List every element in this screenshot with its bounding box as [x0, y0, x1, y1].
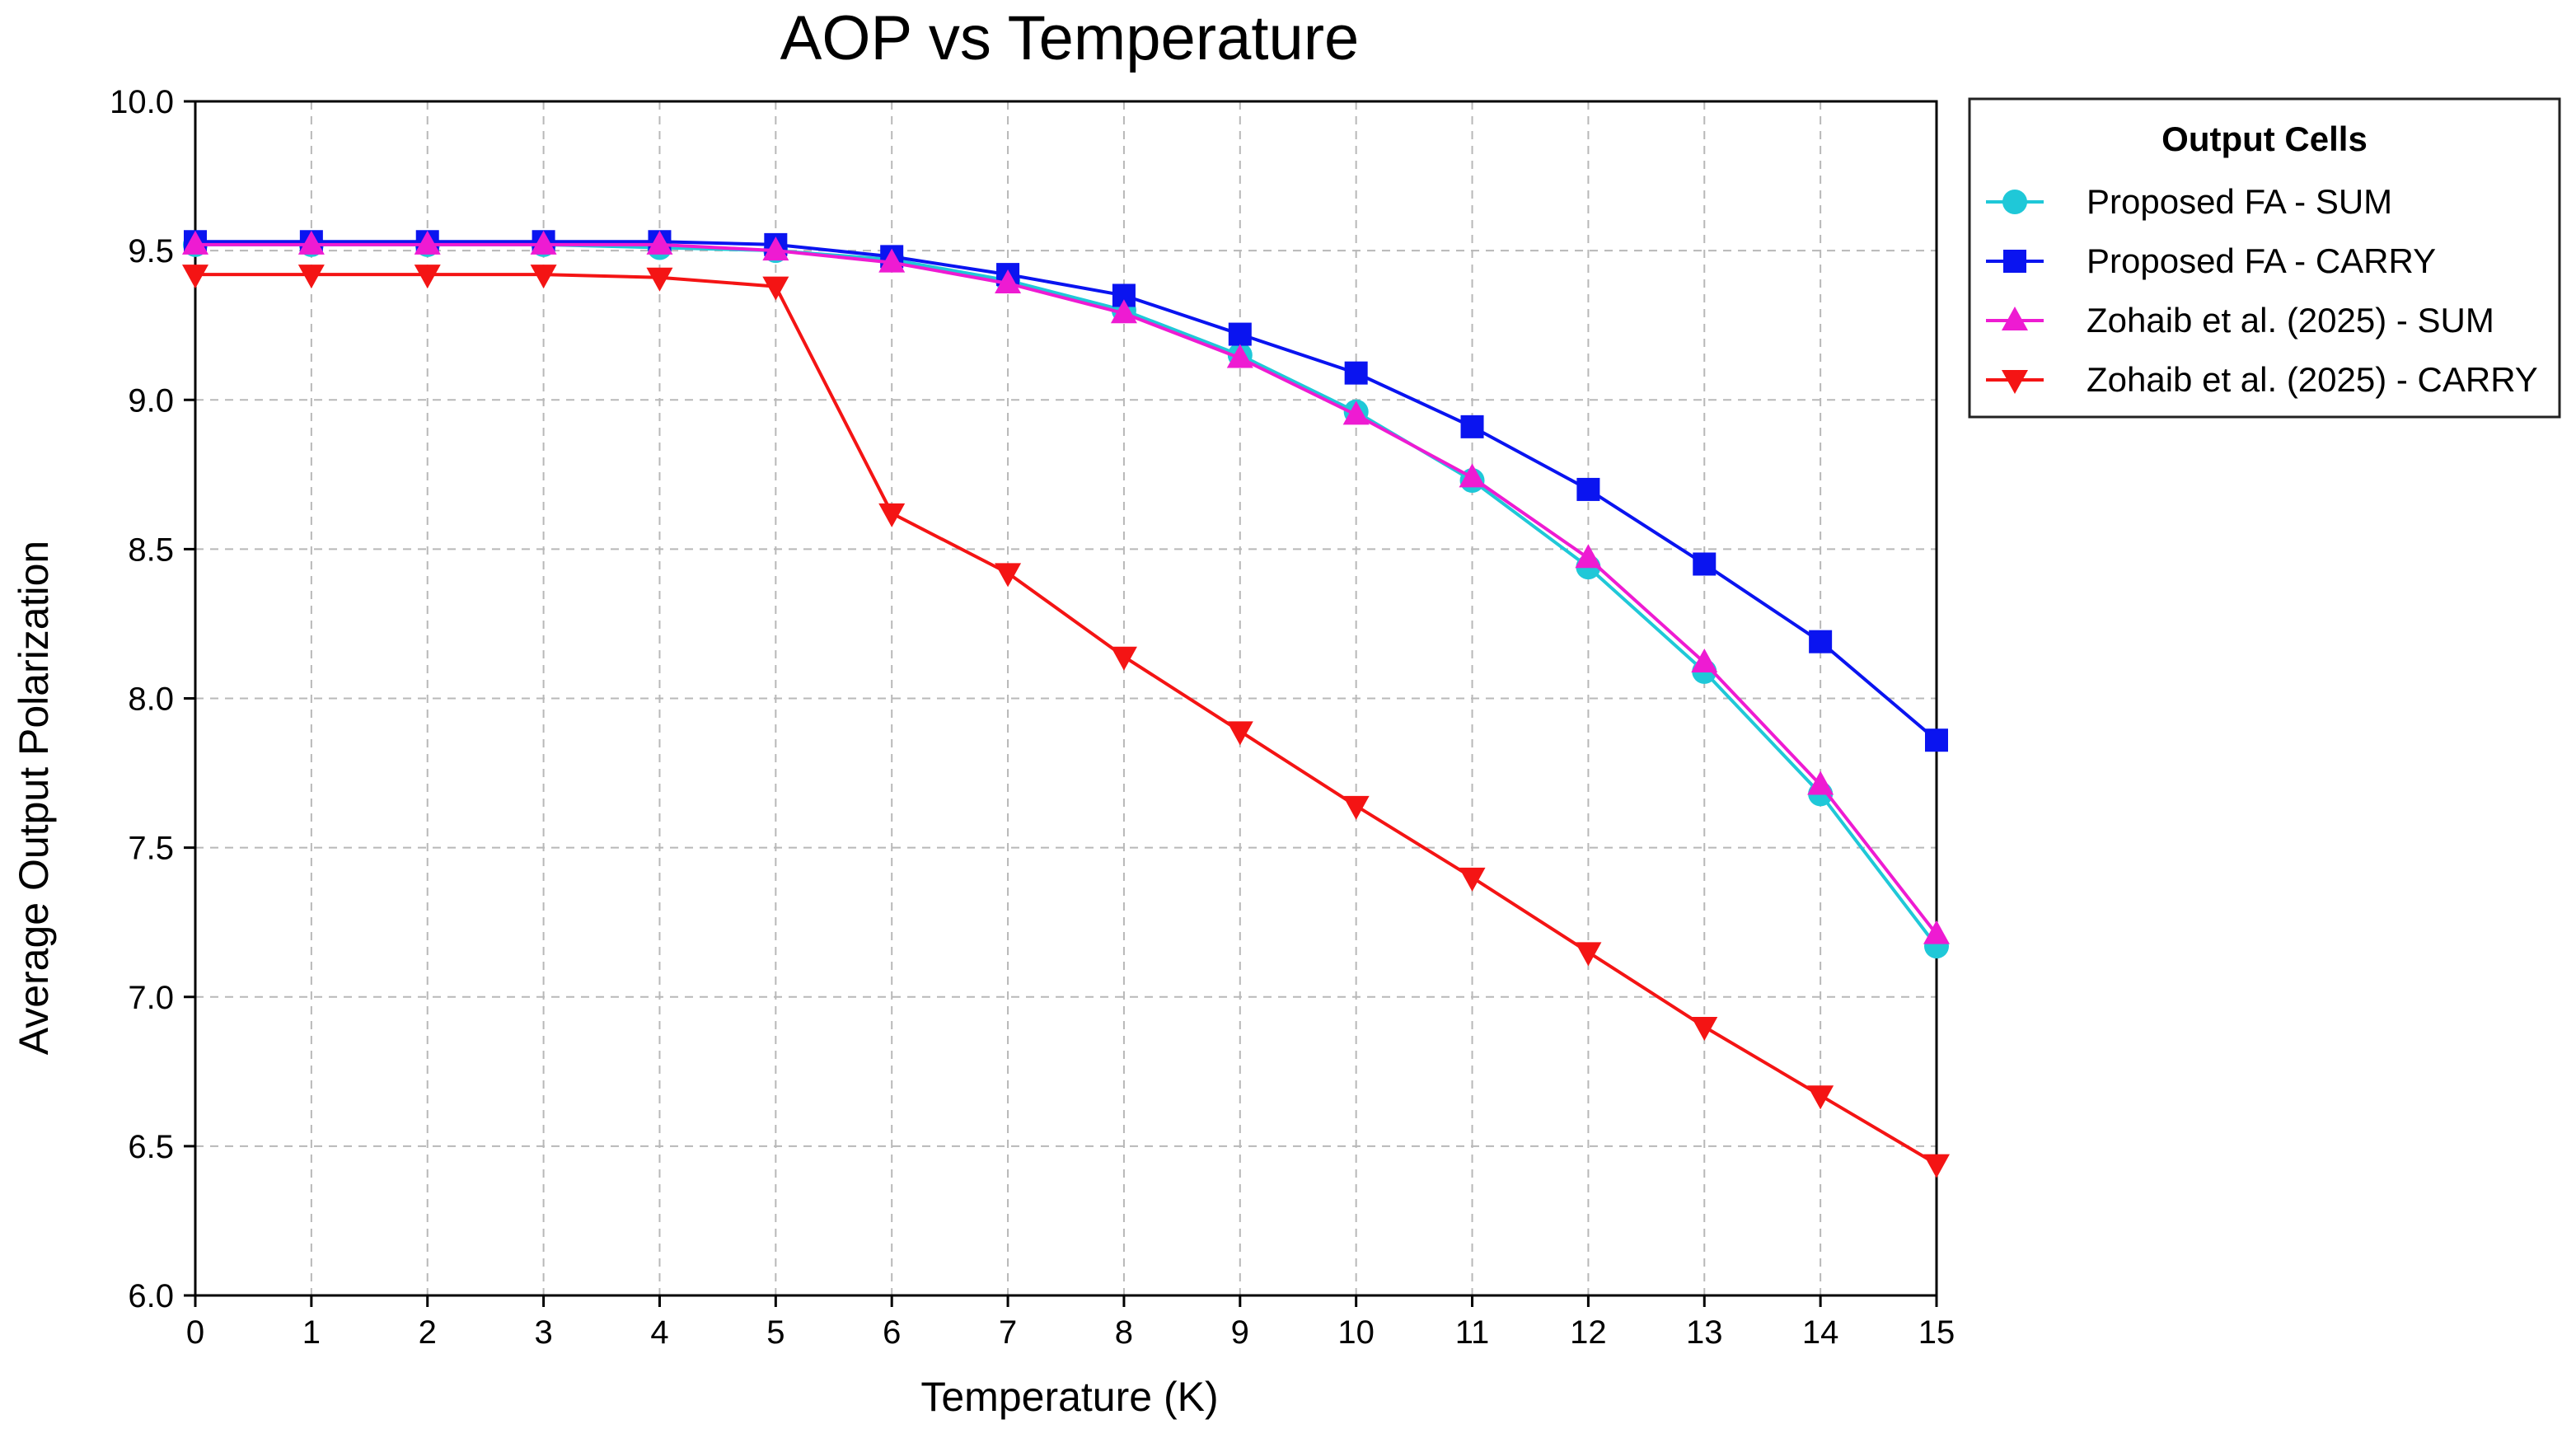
x-tick-label: 8: [1115, 1314, 1133, 1351]
zohaib-carry-point: [995, 563, 1022, 588]
series-layer: [182, 230, 1950, 1178]
zohaib-sum-point: [762, 237, 789, 261]
legend-label: Proposed FA - SUM: [2087, 182, 2392, 221]
x-tick-label: 6: [883, 1314, 901, 1351]
zohaib-carry-point: [1575, 942, 1602, 967]
zohaib-sum-point: [1923, 920, 1950, 944]
zohaib-sum-point: [1459, 463, 1486, 488]
zohaib-carry-line: [194, 273, 1938, 1166]
y-tick-label: 9.5: [128, 233, 174, 269]
proposed-carry-line: [194, 240, 1938, 742]
zohaib-sum-point: [1342, 400, 1370, 425]
zohaib-sum-point: [1807, 771, 1834, 795]
legend-item-proposed-carry: Proposed FA - CARRY: [1986, 241, 2436, 280]
proposed-carry-point: [1460, 415, 1484, 438]
legend-label: Proposed FA - CARRY: [2087, 241, 2436, 280]
zohaib-sum-point: [530, 230, 557, 255]
y-tick-label: 10.0: [110, 84, 174, 120]
legend-point: [2003, 250, 2026, 273]
x-tick-label: 3: [534, 1314, 552, 1351]
zohaib-carry-point: [297, 265, 325, 289]
zohaib-carry-point: [1691, 1016, 1718, 1041]
y-tick-label: 9.0: [128, 382, 174, 419]
zohaib-sum-point: [1226, 344, 1253, 368]
y-tick-label: 6.0: [128, 1278, 174, 1314]
zohaib-carry-point: [1226, 721, 1253, 746]
zohaib-carry-point: [646, 267, 673, 292]
zohaib-sum-series: [182, 230, 1950, 944]
zohaib-carry-point: [1110, 646, 1137, 671]
y-tick-label: 7.0: [128, 980, 174, 1016]
y-tick-label: 6.5: [128, 1129, 174, 1165]
proposed-carry-point: [1344, 361, 1368, 385]
x-tick-label: 4: [650, 1314, 668, 1351]
proposed-carry-point: [1576, 477, 1600, 501]
proposed-carry-point: [1228, 322, 1252, 346]
x-tick-label: 1: [302, 1314, 321, 1351]
axis-labels: AOP vs Temperature Temperature (K) Avera…: [11, 3, 1359, 1420]
x-tick-label: 14: [1802, 1314, 1839, 1351]
y-axis-title: Average Output Polarization: [11, 541, 57, 1055]
legend-box: [1968, 97, 2561, 419]
zohaib-carry-point: [414, 265, 441, 289]
zohaib-sum-point: [1575, 544, 1602, 569]
x-tick-label: 13: [1686, 1314, 1723, 1351]
x-axis-title: Temperature (K): [920, 1374, 1218, 1420]
legend-label: Zohaib et al. (2025) - CARRY: [2087, 360, 2538, 399]
legend-point: [2002, 307, 2028, 330]
legend-item-zohaib-sum: Zohaib et al. (2025) - SUM: [1986, 301, 2494, 340]
y-tick-label: 8.0: [128, 682, 174, 718]
zohaib-sum-point: [646, 230, 673, 255]
x-tick-label: 5: [766, 1314, 785, 1351]
legend-point: [2002, 370, 2028, 394]
zohaib-sum-point: [878, 248, 906, 273]
legend-item-zohaib-carry: Zohaib et al. (2025) - CARRY: [1986, 360, 2538, 399]
x-tick-label: 11: [1455, 1314, 1490, 1351]
legend-title: Output Cells: [2161, 119, 2368, 158]
zohaib-carry-point: [1923, 1154, 1950, 1178]
legend-point: [2002, 190, 2027, 214]
zohaib-sum-point: [297, 230, 325, 255]
legend: Output Cells Proposed FA - SUM Proposed F…: [1968, 97, 2561, 419]
chart-title: AOP vs Temperature: [780, 3, 1360, 73]
zohaib-sum-point: [1691, 649, 1718, 673]
zohaib-carry-series: [182, 265, 1950, 1178]
legend-label: Zohaib et al. (2025) - SUM: [2087, 301, 2494, 340]
legend-item-proposed-sum: Proposed FA - SUM: [1986, 182, 2392, 221]
zohaib-carry-point: [1342, 795, 1370, 820]
x-tick-label: 15: [1918, 1314, 1955, 1351]
proposed-carry-point: [1809, 630, 1833, 653]
zohaib-carry-point: [1807, 1085, 1834, 1110]
zohaib-sum-point: [414, 230, 441, 255]
zohaib-sum-point: [182, 230, 208, 255]
zohaib-sum-point: [1110, 299, 1137, 324]
proposed-carry-point: [1925, 728, 1948, 752]
x-tick-label: 2: [419, 1314, 437, 1351]
y-tick-label: 7.5: [128, 831, 174, 867]
x-tick-label: 12: [1570, 1314, 1607, 1351]
zohaib-carry-point: [762, 276, 789, 301]
zohaib-carry-point: [1459, 867, 1486, 892]
x-tick-label: 10: [1337, 1314, 1375, 1351]
zohaib-carry-point: [182, 265, 208, 289]
zohaib-carry-point: [530, 265, 557, 289]
x-tick-label: 7: [999, 1314, 1017, 1351]
axes: 0 1 2 3 4 5 6 7 8 9 10 11 12 13 14 156.06.57.07.58.08.5…: [110, 84, 1955, 1351]
x-tick-label: 0: [186, 1314, 204, 1351]
zohaib-sum-line: [194, 242, 1938, 936]
zohaib-carry-point: [878, 503, 906, 527]
proposed-carry-point: [1693, 552, 1717, 576]
y-tick-label: 8.5: [128, 532, 174, 568]
zohaib-sum-point: [995, 269, 1022, 293]
x-tick-label: 9: [1231, 1314, 1249, 1351]
